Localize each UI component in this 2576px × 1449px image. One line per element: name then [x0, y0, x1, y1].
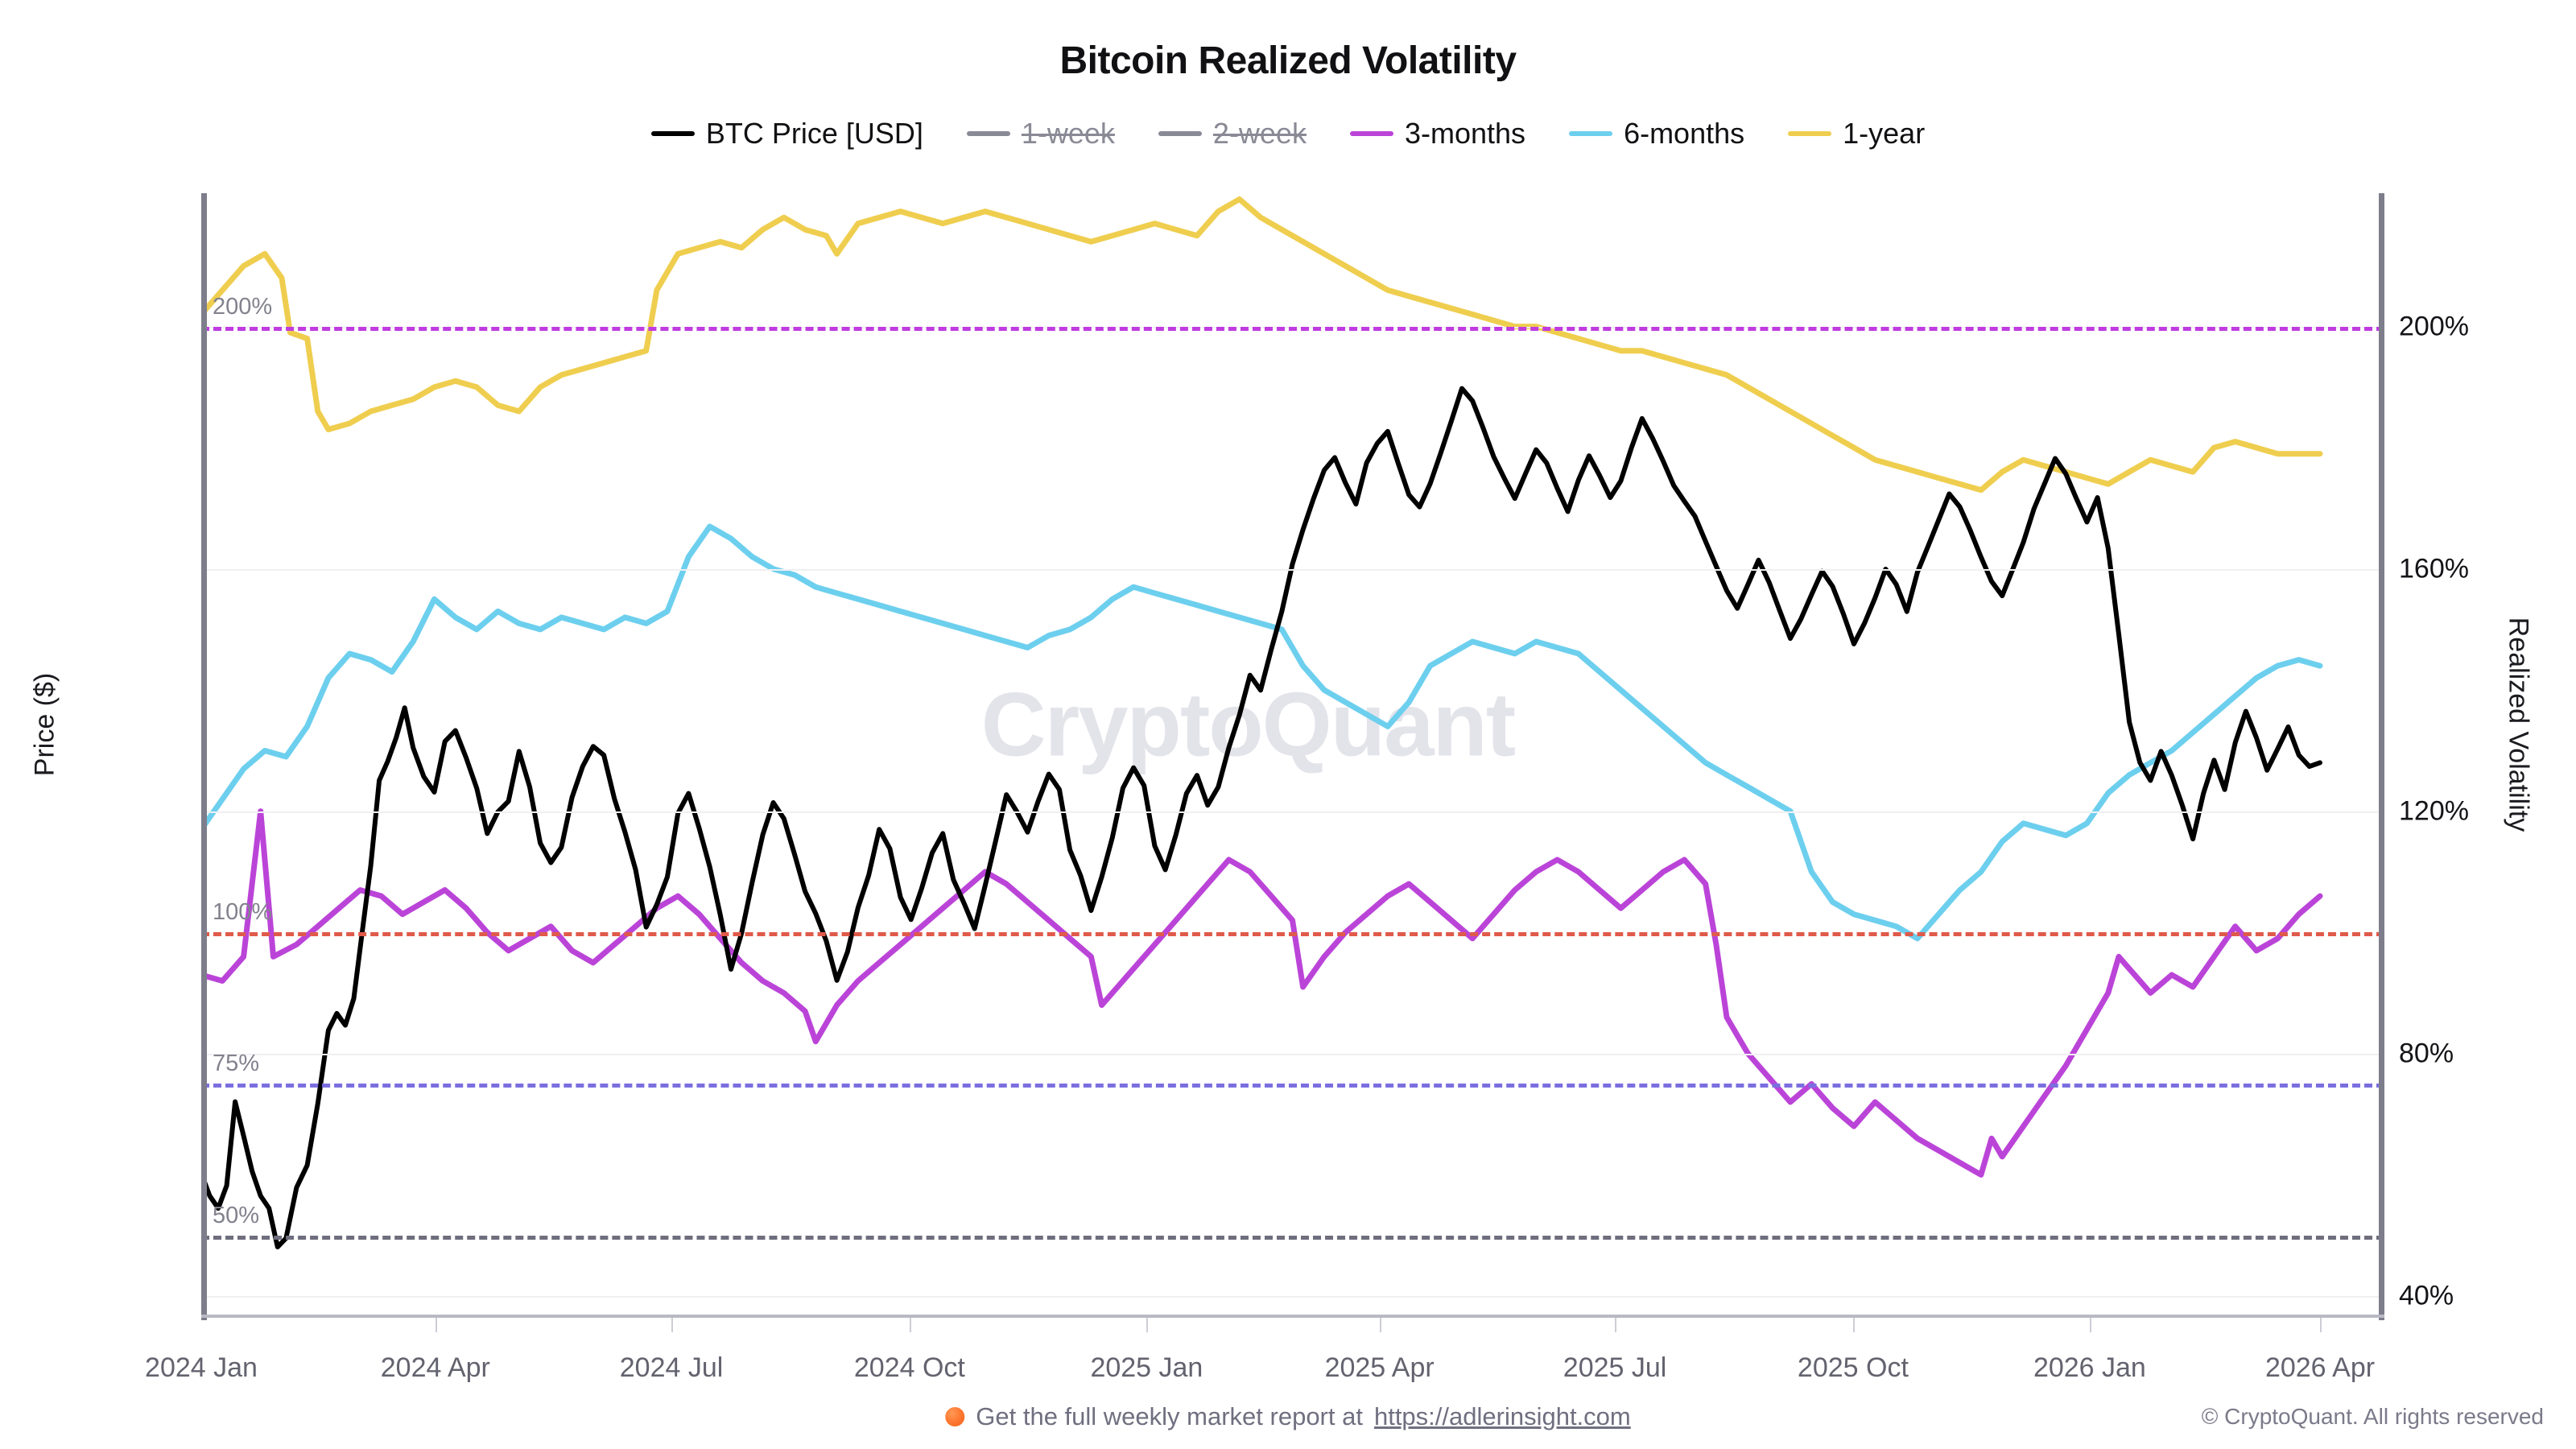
- threshold-line-75pct: [201, 1084, 2384, 1088]
- gridline: [201, 1295, 2384, 1298]
- threshold-label-200pct: 200%: [213, 293, 273, 320]
- legend-item-3-months[interactable]: 3-months: [1349, 117, 1526, 151]
- x-axis-tickmark: [1379, 1318, 1381, 1332]
- y-axis-left-spine: [201, 193, 207, 1320]
- series-canvas: [201, 196, 2323, 1249]
- y-axis-right-tick: 80%: [2399, 1038, 2454, 1069]
- x-axis-tickmark: [1852, 1318, 1855, 1332]
- orange-dot-icon: [945, 1407, 965, 1426]
- x-axis-tickmark: [671, 1318, 674, 1332]
- gridline: [201, 568, 2384, 571]
- x-axis-spine: [201, 1315, 2384, 1318]
- x-axis-tickmark: [435, 1318, 437, 1332]
- threshold-label-75pct: 75%: [213, 1051, 260, 1077]
- legend-item-label: 1-week: [1021, 117, 1115, 150]
- series-line-1-year: [201, 196, 2323, 493]
- chart-legend[interactable]: BTC Price [USD] 1-week 2-week 3-months 6-mon…: [0, 117, 2576, 151]
- threshold-line-200pct: [201, 326, 2384, 331]
- x-axis-tick: 2026 Jan: [2033, 1352, 2146, 1383]
- y-axis-right-spine: [2379, 193, 2384, 1320]
- legend-item-1-year[interactable]: 1-year: [1788, 117, 1925, 151]
- x-axis-tick: 2024 Jul: [619, 1352, 724, 1383]
- legend-item-label: 3-months: [1404, 117, 1526, 150]
- x-axis-tick: 2024 Oct: [853, 1352, 965, 1383]
- threshold-label-100pct: 100%: [213, 899, 273, 926]
- x-axis-tickmark: [1146, 1318, 1149, 1332]
- threshold-line-50pct: [201, 1235, 2384, 1240]
- series-line-btc-price: [201, 386, 2322, 1249]
- y-axis-right-title: Realized Volatility: [2503, 617, 2534, 832]
- y-axis-right-tick: 120%: [2399, 795, 2469, 827]
- legend-swatch-icon: [650, 131, 695, 136]
- x-axis-tick: 2025 Oct: [1797, 1352, 1909, 1383]
- threshold-label-50pct: 50%: [213, 1202, 260, 1228]
- legend-item-label: 1-year: [1843, 117, 1926, 150]
- legend-item-label: BTC Price [USD]: [705, 117, 923, 150]
- legend-swatch-icon: [1788, 131, 1832, 136]
- legend-item-2-week[interactable]: 2-week: [1158, 117, 1307, 151]
- x-axis-tick: 2025 Jan: [1090, 1352, 1203, 1383]
- promo-text: Get the full weekly market report at: [976, 1402, 1363, 1430]
- page-title: Bitcoin Realized Volatility: [1059, 39, 1517, 82]
- footer: Get the full weekly market report at htt…: [0, 1402, 2576, 1441]
- x-axis-tickmark: [1615, 1318, 1617, 1332]
- legend-item-6-months[interactable]: 6-months: [1569, 117, 1744, 151]
- promo-banner[interactable]: Get the full weekly market report at htt…: [945, 1402, 1631, 1431]
- x-axis-tick: 2025 Jul: [1563, 1352, 1667, 1383]
- series-line-6-months: [201, 523, 2323, 942]
- x-axis-tick: 2024 Apr: [380, 1352, 490, 1383]
- y-axis-left-title: Price ($): [29, 672, 60, 777]
- legend-item-btc-price-usd[interactable]: BTC Price [USD]: [650, 117, 923, 151]
- x-axis-tickmark: [909, 1318, 911, 1332]
- y-axis-right-tick: 160%: [2399, 553, 2469, 584]
- copyright-text: © CryptoQuant. All rights reserved: [2201, 1404, 2544, 1429]
- x-axis-tick: 2025 Apr: [1324, 1352, 1435, 1383]
- legend-item-1-week[interactable]: 1-week: [966, 117, 1115, 151]
- series-line-3-months: [201, 808, 2323, 1178]
- x-axis-tickmark: [2089, 1318, 2091, 1332]
- gridline: [201, 811, 2384, 813]
- plot-area: [201, 193, 2384, 1332]
- legend-swatch-icon: [966, 131, 1010, 136]
- gridline: [201, 1053, 2384, 1055]
- x-axis-tick: 2024 Jan: [145, 1352, 258, 1383]
- threshold-line-100pct: [201, 932, 2384, 937]
- x-axis-tick: 2026 Apr: [2264, 1352, 2376, 1383]
- x-axis-tickmark: [2320, 1318, 2322, 1332]
- legend-swatch-icon: [1349, 131, 1393, 136]
- y-axis-right-tick: 40%: [2399, 1280, 2454, 1311]
- legend-swatch-icon: [1569, 131, 1613, 136]
- legend-item-label: 6-months: [1624, 117, 1745, 150]
- y-axis-right-tick: 200%: [2399, 311, 2469, 342]
- promo-link[interactable]: https://adlerinsight.com: [1373, 1402, 1631, 1430]
- legend-item-label: 2-week: [1212, 117, 1307, 150]
- legend-swatch-icon: [1158, 131, 1202, 136]
